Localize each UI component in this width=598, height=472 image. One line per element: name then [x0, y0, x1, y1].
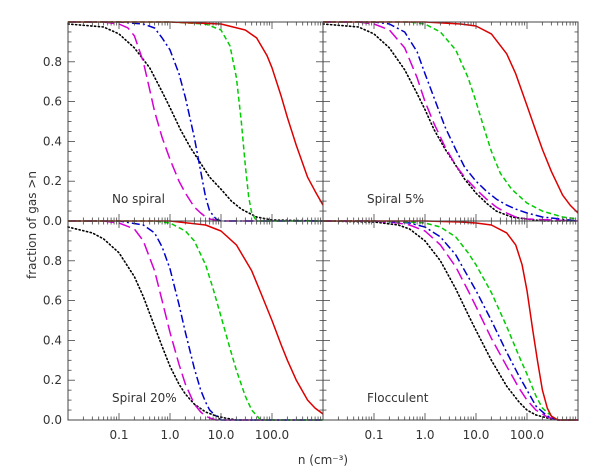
- y-axis-label: fraction of gas >n: [25, 171, 39, 279]
- x-tick-label: 10.0: [463, 428, 490, 442]
- series-line-short-dash: [323, 21, 579, 220]
- panel-label: No spiral: [112, 192, 165, 206]
- y-tick-label: 0.8: [43, 254, 62, 268]
- x-axis-label: n (cm⁻³): [298, 453, 348, 467]
- panel-4: 0.1 1.0 10.0 100.0 Flocculent: [322, 220, 579, 442]
- series-line-dash-dot: [68, 220, 323, 421]
- panel-label: Flocculent: [367, 391, 429, 405]
- series-line-dotted: [67, 23, 324, 222]
- series-line-long-dash: [323, 21, 579, 222]
- series-line-long-dash: [68, 21, 323, 222]
- panel-frame: [322, 21, 579, 222]
- x-tick-label: 100.0: [510, 428, 544, 442]
- series-line-solid: [323, 21, 579, 214]
- series-line-solid: [68, 21, 324, 206]
- series-line-short-dash: [323, 220, 578, 421]
- y-tick-label: 0.2: [43, 174, 62, 188]
- x-tick-label: 0.1: [364, 428, 383, 442]
- panel-3: 0.0 0.2 0.4 0.6 0.8 0.1 1.0 10.0 100.0 Spiral 20%: [43, 220, 324, 442]
- y-tick-label: 0.4: [43, 134, 62, 148]
- series-line-dotted: [322, 220, 579, 421]
- series-line-long-dash: [323, 220, 578, 421]
- series-line-long-dash: [68, 220, 323, 421]
- series-line-short-dash: [68, 220, 323, 421]
- series-line-dotted: [67, 226, 324, 421]
- panel-label: Spiral 5%: [367, 192, 424, 206]
- x-tick-label: 1.0: [415, 428, 434, 442]
- series-line-dash-dot: [323, 21, 579, 222]
- y-tick-label: 0.6: [43, 294, 62, 308]
- y-tick-label: 0.0: [43, 413, 62, 427]
- series-line-solid: [323, 220, 578, 421]
- x-tick-label: 100.0: [255, 428, 289, 442]
- y-tick-label: 0.8: [43, 55, 62, 69]
- panel-2: Spiral 5%: [322, 21, 579, 222]
- series-line-dash-dot: [323, 220, 578, 421]
- x-tick-label: 10.0: [208, 428, 235, 442]
- x-tick-label: 0.1: [109, 428, 128, 442]
- series-line-dotted: [322, 23, 579, 222]
- panel-label: Spiral 20%: [112, 391, 177, 405]
- series-line-short-dash: [68, 21, 323, 222]
- x-tick-label: 1.0: [160, 428, 179, 442]
- panels: 0.00.20.40.60.8No spiral Spiral 5%0.00.20…: [43, 21, 579, 442]
- panel-frame: [67, 21, 324, 222]
- y-tick-label: 0.6: [43, 95, 62, 109]
- y-tick-label: 0.2: [43, 373, 62, 387]
- panel-frame: [67, 220, 324, 421]
- panel-1: 0.0 0.2 0.4 0.6 0.8 No spiral: [43, 21, 324, 228]
- series-line-dash-dot: [68, 21, 323, 222]
- y-tick-label: 0.0: [43, 214, 62, 228]
- panel-frame: [322, 220, 579, 421]
- y-tick-label: 0.4: [43, 333, 62, 347]
- series-line-solid: [68, 220, 324, 415]
